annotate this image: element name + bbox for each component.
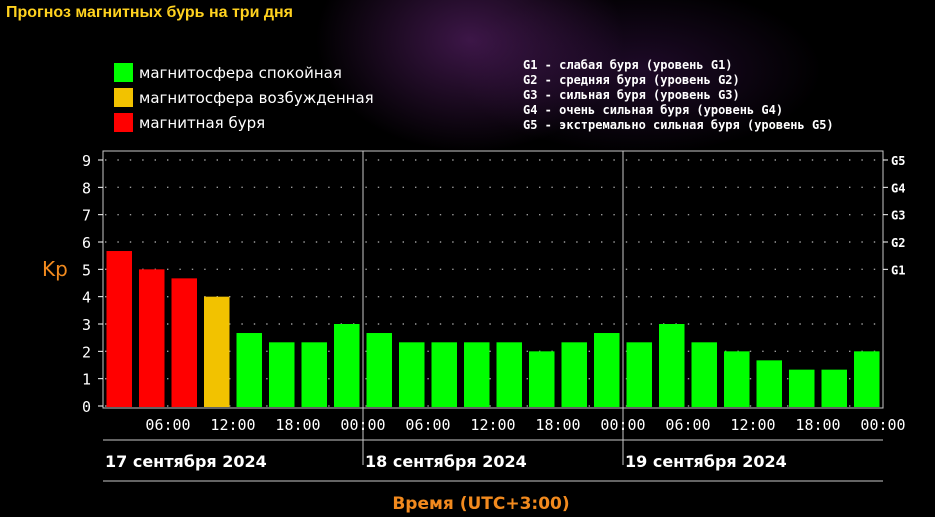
legend-item-quiet: магнитосфера спокойная [114, 60, 374, 85]
x-tick-label: 18:00 [795, 416, 840, 434]
bar [691, 342, 717, 407]
bar [171, 278, 197, 407]
g-description-g5: G5 - экстремально сильная буря (уровень … [523, 118, 834, 132]
g-description-g3: G3 - сильная буря (уровень G3) [523, 88, 740, 102]
x-tick-label: 12:00 [470, 416, 515, 434]
bar [236, 333, 262, 407]
bar [106, 251, 132, 407]
g-tick-label: G1 [891, 263, 905, 277]
y-tick-label: 1 [82, 371, 91, 389]
y-tick-label: 6 [82, 234, 91, 252]
legend-item-disturbed: магнитосфера возбужденная [114, 85, 374, 110]
x-tick-label: 00:00 [860, 416, 905, 434]
plot-frame [102, 150, 884, 409]
g-scale-descriptions: G1 - слабая буря (уровень G1) G2 - средн… [523, 58, 834, 133]
y-tick-label: 2 [82, 343, 91, 361]
g-description-g2: G2 - средняя буря (уровень G2) [523, 73, 740, 87]
g-description-g1: G1 - слабая буря (уровень G1) [523, 58, 733, 72]
bar [821, 369, 847, 407]
g-description-g4: G4 - очень сильная буря (уровень G4) [523, 103, 784, 117]
y-tick-label: 5 [82, 261, 91, 279]
bar [789, 369, 815, 407]
x-axis-label: Время (UTC+3:00) [392, 494, 569, 514]
legend-item-storm: магнитная буря [114, 110, 374, 135]
bar [399, 342, 425, 407]
bar [724, 351, 750, 407]
bar [139, 269, 165, 407]
x-tick-label: 12:00 [730, 416, 775, 434]
g-tick-label: G3 [891, 209, 905, 223]
bar [334, 324, 360, 407]
g-tick-label: G5 [891, 154, 905, 168]
page-title: Прогноз магнитных бурь на три дня [6, 4, 293, 21]
bar [204, 296, 230, 407]
y-tick-label: 7 [82, 207, 91, 225]
bar [594, 333, 620, 407]
legend: магнитосфера спокойная магнитосфера возб… [114, 60, 374, 135]
bar [561, 342, 587, 407]
bar [529, 351, 555, 407]
legend-label-storm: магнитная буря [139, 113, 266, 132]
x-tick-label: 06:00 [405, 416, 450, 434]
bar [301, 342, 327, 407]
bar [626, 342, 652, 407]
y-tick-label: 4 [82, 289, 91, 307]
y-tick-label: 0 [82, 398, 91, 416]
bar [464, 342, 490, 407]
x-tick-label: 00:00 [340, 416, 385, 434]
legend-label-quiet: магнитосфера спокойная [139, 63, 342, 82]
g-tick-label: G4 [891, 181, 905, 195]
day-label: 18 сентября 2024 [365, 452, 527, 471]
y-axis-label: Kp [42, 257, 68, 281]
x-tick-label: 00:00 [600, 416, 645, 434]
x-tick-label: 06:00 [145, 416, 190, 434]
x-tick-label: 12:00 [210, 416, 255, 434]
x-tick-label: 18:00 [275, 416, 320, 434]
bar [659, 324, 685, 407]
x-tick-label: 18:00 [535, 416, 580, 434]
day-label: 17 сентября 2024 [105, 452, 267, 471]
g-tick-label: G2 [891, 236, 905, 250]
bar [431, 342, 457, 407]
x-tick-label: 06:00 [665, 416, 710, 434]
y-tick-label: 9 [82, 152, 91, 170]
legend-swatch-quiet [114, 63, 133, 82]
day-label: 19 сентября 2024 [625, 452, 787, 471]
bar [854, 351, 880, 407]
y-tick-label: 8 [82, 179, 91, 197]
y-tick-label: 3 [82, 316, 91, 334]
bar [496, 342, 522, 407]
legend-swatch-disturbed [114, 88, 133, 107]
legend-label-disturbed: магнитосфера возбужденная [139, 88, 374, 107]
bar [269, 342, 295, 407]
bar [366, 333, 392, 407]
bar [756, 360, 782, 407]
legend-swatch-storm [114, 113, 133, 132]
